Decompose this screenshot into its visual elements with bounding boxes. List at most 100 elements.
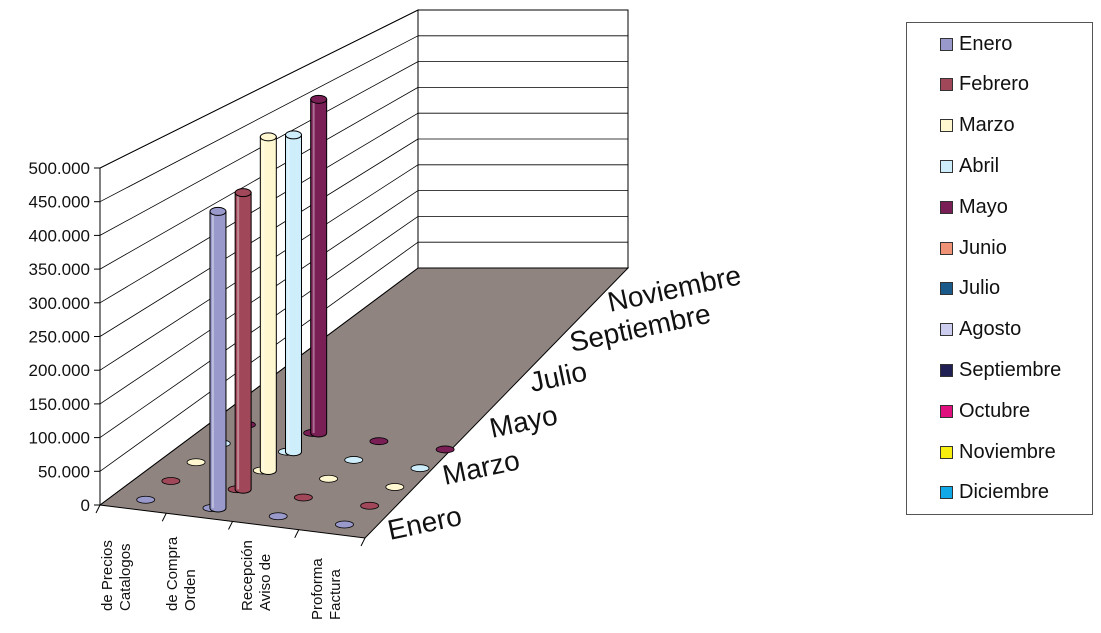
y-tick-label: 500.000 [29, 159, 90, 178]
legend-label: Agosto [959, 318, 1022, 341]
bar-top [310, 94, 328, 104]
floor-bar [268, 512, 288, 521]
legend-item: Octubre [940, 400, 1030, 422]
x-tick [294, 529, 300, 538]
x-category-label-line: Recepción [239, 540, 256, 611]
legend-label: Junio [959, 236, 1007, 259]
bar [209, 210, 227, 513]
floor-bars [136, 420, 455, 529]
gridline [99, 138, 419, 337]
legend-label: Enero [959, 32, 1013, 55]
floor-bar [335, 520, 354, 529]
gridline [99, 112, 419, 304]
floor-bar [161, 477, 181, 485]
legend-swatch [940, 78, 953, 92]
floor-bar [319, 474, 338, 483]
floor-bar [344, 456, 364, 464]
legend-swatch [940, 282, 953, 296]
chart-bars [209, 94, 328, 513]
x-tick [360, 537, 366, 547]
legend-swatch [940, 119, 953, 133]
gridline [99, 61, 419, 236]
legend-swatch [940, 486, 953, 500]
chart-legend: Enero Febrero Marzo Abril Mayo Junio Julio Agos… [906, 22, 1093, 515]
x-category-label-line: Proforma [309, 558, 326, 620]
floor-bar [293, 493, 313, 502]
legend-item: Marzo [940, 114, 1015, 137]
legend-swatch [940, 37, 953, 51]
bar-top [209, 206, 227, 216]
x-category-label-line: de Compra [164, 536, 181, 611]
legend-label: Octubre [959, 399, 1031, 422]
bar [310, 98, 328, 438]
floor-bar [360, 501, 380, 510]
legend-label: Marzo [959, 114, 1015, 137]
legend-label: Mayo [959, 195, 1008, 218]
legend-label: Abril [959, 154, 1000, 177]
legend-swatch [940, 445, 953, 459]
floor-bar [410, 464, 430, 473]
gridline [99, 87, 419, 270]
legend-label: Septiembre [959, 358, 1062, 381]
gridline [99, 216, 419, 438]
legend-item: Abril [940, 155, 999, 177]
legend-item: Julio [940, 277, 1001, 300]
legend-swatch [940, 241, 953, 255]
floor-bar [435, 445, 455, 454]
legend-label: Julio [959, 277, 1001, 300]
x-axis-labels: de PreciosCatalogos de CompraOrden Recepci… [99, 536, 344, 620]
x-category-label-line: Aviso de [257, 554, 274, 611]
gridline [99, 35, 419, 203]
depth-axis-label: Enero [385, 500, 465, 546]
x-category-label-line: Factura [327, 568, 344, 620]
legend-item: Diciembre [940, 481, 1050, 504]
y-tick-label: 0 [81, 496, 90, 515]
y-tick-label: 200.000 [29, 361, 90, 380]
x-category-label: ProformaFactura [309, 558, 344, 620]
y-tick-label: 350.000 [29, 260, 90, 279]
y-tick-label: 250.000 [29, 328, 90, 347]
floor-bar [186, 458, 206, 467]
x-tick [161, 513, 167, 522]
legend-label: Diciembre [959, 481, 1050, 504]
bar-top [284, 130, 302, 140]
legend-item: Enero [940, 33, 1012, 55]
legend-item: Febrero [940, 73, 1030, 96]
legend-swatch [940, 200, 953, 214]
floor-bar [385, 483, 405, 491]
x-category-label: de CompraOrden [164, 536, 199, 611]
x-category-label-line: de Precios [99, 540, 116, 611]
x-category-label: de PreciosCatalogos [99, 540, 134, 611]
legend-item: Noviembre [940, 441, 1056, 463]
y-axis-ticks: 500.000 450.000 400.000 350.000 300.000 250.0… [29, 159, 366, 547]
chart-walls [98, 9, 630, 539]
legend-item: Agosto [940, 318, 1022, 341]
gridline [99, 190, 419, 405]
depth-axis-label: Mayo [487, 399, 560, 444]
x-category-label-line: Orden [182, 569, 199, 611]
floor-bar [136, 495, 156, 504]
bar [259, 136, 277, 475]
bar [284, 134, 302, 457]
gridline [99, 9, 419, 169]
legend-swatch [940, 323, 953, 337]
legend-item: Septiembre [940, 359, 1061, 381]
legend-swatch [940, 404, 953, 418]
y-tick-label: 450.000 [29, 193, 90, 212]
y-tick-label: 400.000 [29, 226, 90, 245]
legend-swatch [940, 159, 953, 173]
legend-item: Junio [940, 237, 1007, 259]
legend-item: Mayo [940, 196, 1008, 218]
legend-swatch [940, 363, 953, 377]
x-category-label-line: Catalogos [117, 543, 134, 611]
gridline [99, 164, 419, 371]
bar-top [234, 188, 252, 198]
legend-label: Febrero [959, 73, 1030, 96]
x-tick [228, 521, 233, 530]
x-tick [95, 504, 101, 514]
y-tick-label: 50.000 [38, 462, 90, 481]
y-tick-label: 300.000 [29, 294, 90, 313]
floor-bar [369, 437, 389, 446]
chart-gridlines [99, 9, 628, 472]
